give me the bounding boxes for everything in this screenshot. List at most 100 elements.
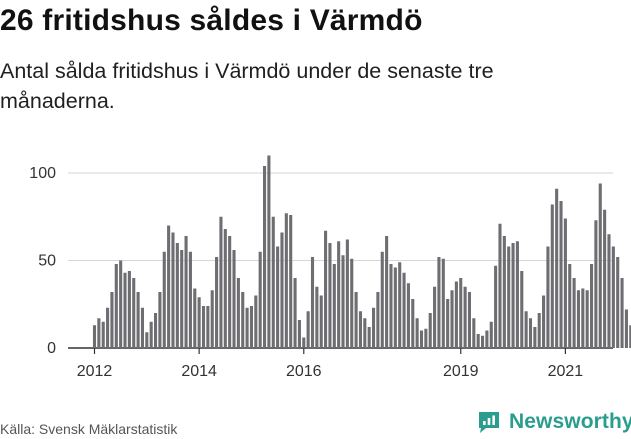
bar <box>476 334 480 348</box>
bar <box>528 318 533 348</box>
bar <box>358 311 363 348</box>
bar <box>611 246 615 348</box>
bar <box>594 220 598 348</box>
bar <box>276 246 280 348</box>
bar <box>297 320 301 348</box>
bar <box>624 309 628 348</box>
bar <box>419 330 424 348</box>
bar <box>332 264 336 348</box>
bar <box>607 234 611 348</box>
x-tick-label: 2019 <box>443 363 479 380</box>
bar <box>576 290 581 348</box>
bar <box>175 243 179 348</box>
newsworthy-logo-icon <box>479 412 499 433</box>
bar <box>467 292 472 348</box>
bar <box>537 313 541 348</box>
bar <box>284 213 288 348</box>
bar <box>201 306 206 348</box>
bar <box>236 278 240 348</box>
x-tick-label: 2014 <box>181 363 217 380</box>
bar <box>341 255 345 348</box>
bar <box>437 257 441 348</box>
bar <box>228 236 232 348</box>
bar <box>620 278 624 348</box>
bar <box>245 307 249 348</box>
bar <box>123 272 127 348</box>
bar <box>171 232 175 348</box>
bar <box>441 258 445 348</box>
bar <box>450 290 454 348</box>
bar <box>603 209 607 348</box>
bar <box>241 292 245 348</box>
bar <box>563 218 567 348</box>
bar <box>293 278 297 348</box>
bar <box>428 313 432 348</box>
bar <box>254 295 258 348</box>
bar <box>324 230 328 348</box>
bar <box>433 286 437 348</box>
bar <box>350 258 354 348</box>
bar <box>463 286 467 348</box>
bar <box>114 264 118 348</box>
bar <box>127 271 131 348</box>
bar <box>158 292 162 348</box>
bar <box>110 292 114 348</box>
bar <box>210 290 214 348</box>
bar <box>101 321 105 348</box>
x-axis: 201220142016201920212023 <box>77 348 583 380</box>
bar <box>424 328 428 348</box>
bar <box>572 278 576 348</box>
bar <box>550 204 554 348</box>
x-tick-label: 2016 <box>286 363 322 380</box>
bar <box>167 225 171 348</box>
bar <box>280 232 284 348</box>
bar <box>472 318 476 348</box>
bar <box>193 288 197 348</box>
bar <box>585 290 589 348</box>
bar <box>232 250 236 348</box>
bar <box>180 250 184 348</box>
y-axis-tick-labels: 0 50 100 <box>29 165 56 357</box>
bar <box>363 318 367 348</box>
bar <box>206 306 210 348</box>
bar <box>511 243 515 348</box>
bar <box>215 257 219 348</box>
bar <box>337 241 341 348</box>
bar <box>302 337 306 348</box>
bar <box>188 251 192 348</box>
bar <box>132 278 136 348</box>
bar <box>494 265 498 348</box>
bar <box>310 257 315 348</box>
bar <box>415 318 419 348</box>
bar <box>402 272 406 348</box>
bar <box>406 283 410 348</box>
chart-subtitle: Antal sålda fritidshus i Värmdö under de… <box>0 59 494 113</box>
bar <box>306 311 310 348</box>
bar <box>97 318 101 348</box>
bar <box>520 271 524 348</box>
bar <box>262 166 267 348</box>
bar <box>507 246 511 348</box>
bar <box>589 264 594 348</box>
bar <box>354 292 358 348</box>
bar <box>568 264 572 348</box>
bar <box>454 281 458 348</box>
bar <box>184 236 188 348</box>
bar <box>559 201 563 348</box>
bar <box>140 307 145 348</box>
y-tick-label: 0 <box>47 340 56 357</box>
bar <box>502 236 506 348</box>
bar <box>598 183 602 348</box>
bar <box>555 188 559 348</box>
bar <box>345 239 349 348</box>
bar <box>385 236 389 348</box>
bar <box>267 155 271 348</box>
bar <box>393 267 397 348</box>
chart-title: 26 fritidshus såldes i Värmdö <box>0 4 423 37</box>
bar <box>136 292 140 348</box>
brand-logo-group[interactable]: Newsworthy <box>476 407 631 437</box>
bar <box>546 246 550 348</box>
bar <box>328 243 332 348</box>
bar <box>380 251 384 348</box>
